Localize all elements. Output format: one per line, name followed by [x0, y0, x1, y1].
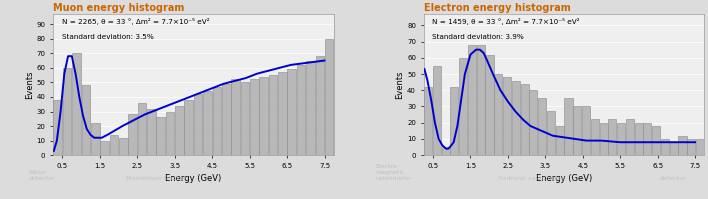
Bar: [222, 84, 231, 155]
Bar: [468, 45, 476, 155]
Bar: [590, 119, 599, 155]
Y-axis label: Events: Events: [25, 70, 34, 99]
Bar: [512, 81, 520, 155]
Bar: [652, 126, 661, 155]
Bar: [72, 53, 81, 155]
X-axis label: Energy (GeV): Energy (GeV): [166, 174, 222, 183]
Bar: [634, 123, 643, 155]
Bar: [166, 111, 174, 155]
Bar: [433, 66, 441, 155]
Bar: [661, 139, 669, 155]
Bar: [232, 79, 240, 155]
Bar: [128, 114, 137, 155]
Bar: [185, 100, 193, 155]
Bar: [696, 139, 704, 155]
Text: Electro
magnetic
calorimeter: Electro magnetic calorimeter: [375, 165, 411, 181]
Bar: [81, 85, 90, 155]
Bar: [316, 56, 324, 155]
Bar: [538, 98, 546, 155]
Bar: [476, 45, 485, 155]
Bar: [608, 119, 617, 155]
Bar: [617, 123, 625, 155]
Bar: [556, 126, 564, 155]
Bar: [54, 100, 62, 155]
Bar: [450, 87, 459, 155]
Bar: [241, 82, 249, 155]
Text: Standard deviation: 3.5%: Standard deviation: 3.5%: [62, 34, 153, 40]
Bar: [644, 123, 651, 155]
Bar: [486, 55, 493, 155]
Text: detector: detector: [660, 176, 687, 181]
Bar: [278, 72, 287, 155]
Bar: [424, 87, 432, 155]
Bar: [325, 39, 333, 155]
Bar: [306, 60, 315, 155]
Bar: [91, 123, 100, 155]
Bar: [442, 147, 450, 155]
Bar: [530, 90, 537, 155]
Bar: [670, 142, 678, 155]
Bar: [503, 77, 511, 155]
Bar: [119, 138, 127, 155]
Bar: [687, 139, 695, 155]
Text: Hadronic calorimeter: Hadronic calorimeter: [498, 176, 564, 181]
Bar: [259, 77, 268, 155]
Text: Muon energy histogram: Muon energy histogram: [53, 3, 185, 13]
Bar: [573, 106, 581, 155]
Bar: [156, 117, 165, 155]
Bar: [520, 84, 529, 155]
Bar: [137, 103, 147, 155]
Bar: [269, 75, 278, 155]
Text: N = 2265, θ = 33 °, Δm² = 7.7×10⁻⁵ eV²: N = 2265, θ = 33 °, Δm² = 7.7×10⁻⁵ eV²: [62, 18, 209, 25]
Bar: [582, 106, 590, 155]
Bar: [63, 68, 72, 155]
Bar: [547, 111, 555, 155]
Bar: [250, 79, 258, 155]
Bar: [147, 109, 156, 155]
Bar: [678, 136, 687, 155]
Bar: [287, 69, 296, 155]
Bar: [212, 87, 221, 155]
Bar: [600, 123, 607, 155]
Text: Standard deviation: 3.9%: Standard deviation: 3.9%: [432, 34, 524, 40]
Bar: [101, 141, 109, 155]
Bar: [203, 91, 212, 155]
Bar: [564, 98, 573, 155]
Bar: [175, 106, 184, 155]
Text: Momentum tracker: Momentum tracker: [125, 176, 186, 181]
X-axis label: Energy (GeV): Energy (GeV): [536, 174, 592, 183]
Text: Water
detector: Water detector: [28, 170, 55, 181]
Bar: [110, 135, 118, 155]
Bar: [459, 58, 467, 155]
Text: N = 1459, θ = 33 °, Δm² = 7.7×10⁻⁵ eV²: N = 1459, θ = 33 °, Δm² = 7.7×10⁻⁵ eV²: [432, 18, 580, 25]
Bar: [297, 65, 305, 155]
Bar: [194, 94, 202, 155]
Bar: [494, 74, 502, 155]
Text: Electron energy histogram: Electron energy histogram: [423, 3, 571, 13]
Y-axis label: Events: Events: [395, 70, 404, 99]
Bar: [626, 119, 634, 155]
